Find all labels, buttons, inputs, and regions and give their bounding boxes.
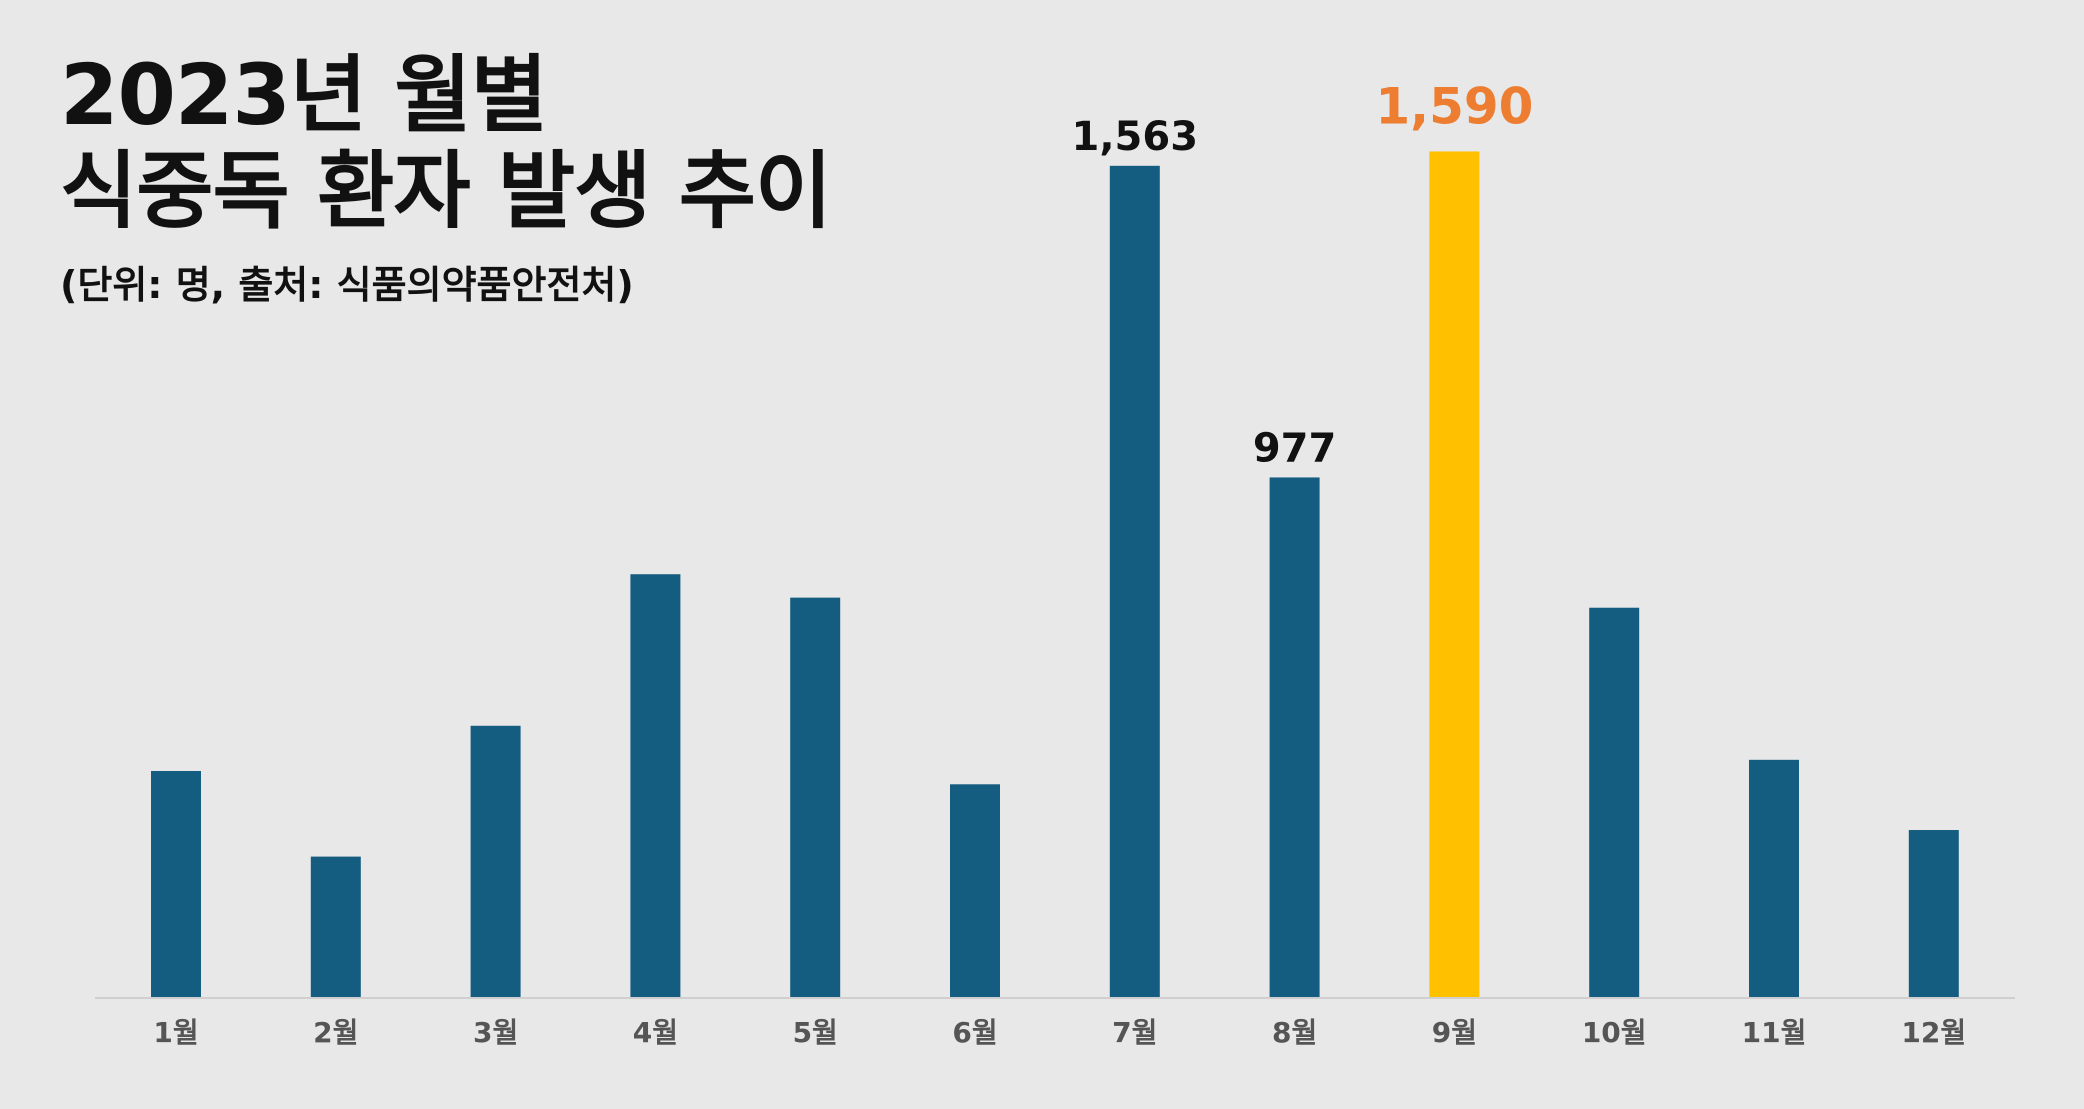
data-label-8월: 977	[1253, 425, 1337, 471]
bar-4월	[630, 574, 681, 997]
bar-2월	[310, 856, 361, 997]
chart-subtitle: (단위: 명, 출처: 식품의약품안전처)	[60, 262, 634, 307]
x-tick-label: 12월	[1901, 1016, 1966, 1049]
bar-8월	[1269, 477, 1320, 998]
bar-12월	[1908, 830, 1959, 997]
x-tick-label: 8월	[1272, 1016, 1317, 1049]
data-label-7월: 1,563	[1072, 114, 1199, 160]
x-tick-label: 7월	[1112, 1016, 1157, 1049]
bar-9월	[1429, 151, 1480, 997]
bar-6월	[950, 784, 1000, 997]
x-tick-label: 9월	[1432, 1016, 1477, 1049]
x-tick-label: 11월	[1742, 1016, 1807, 1049]
chart-title-line-1: 2023년 월별	[60, 46, 548, 144]
bar-3월	[470, 725, 521, 997]
x-tick-label: 1월	[153, 1016, 198, 1049]
chart-title-line-2: 식중독 환자 발생 추이	[60, 141, 832, 240]
bar-11월	[1749, 759, 1799, 997]
x-tick-label: 10월	[1582, 1016, 1647, 1049]
bar-7월	[1109, 165, 1160, 997]
x-tick-label: 5월	[793, 1016, 838, 1049]
bar-5월	[790, 597, 841, 997]
x-tick-label: 2월	[313, 1016, 358, 1049]
chart-title-block: 2023년 월별 식중독 환자 발생 추이 (단위: 명, 출처: 식품의약품안…	[60, 46, 832, 309]
bar-10월	[1589, 607, 1640, 997]
data-label-9월: 1,590	[1375, 77, 1533, 135]
x-tick-label: 6월	[952, 1016, 997, 1049]
x-tick-label: 3월	[473, 1016, 518, 1049]
x-tick-label: 4월	[633, 1016, 678, 1049]
bar-1월	[151, 770, 201, 997]
